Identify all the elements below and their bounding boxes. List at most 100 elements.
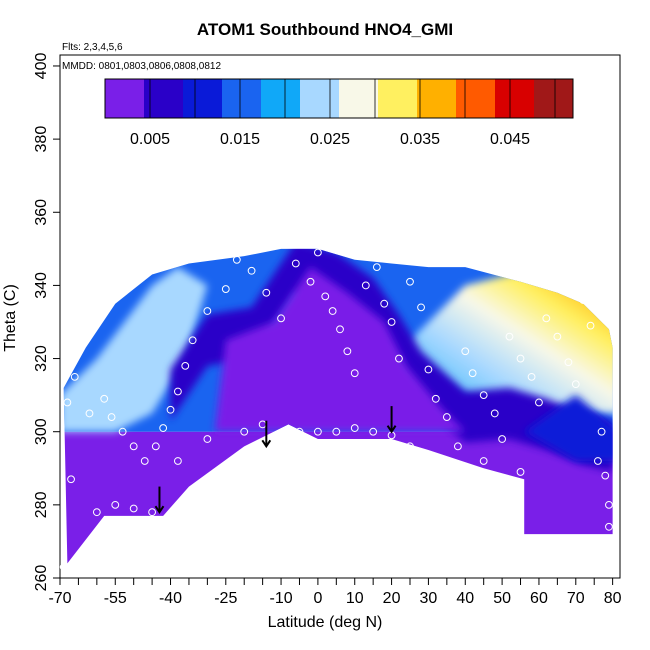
observation-marker [63, 398, 72, 407]
observation-marker [553, 332, 562, 341]
observation-marker [188, 336, 197, 345]
x-tick-label: 10 [346, 590, 364, 607]
plot-frame [59, 54, 621, 579]
observation-marker [350, 369, 359, 378]
observation-marker [295, 427, 304, 436]
observation-marker [406, 277, 414, 286]
colorbar-swatch [183, 79, 223, 118]
x-tick-label: 80 [604, 590, 622, 607]
observation-marker [148, 508, 157, 517]
arrow-head [154, 505, 165, 514]
x-tick-label: -10 [269, 590, 292, 607]
observation-marker [232, 255, 241, 264]
observation-marker [159, 424, 168, 432]
observation-marker [361, 281, 370, 290]
observation-marker [151, 442, 160, 451]
colorbar-label: 0.045 [490, 131, 530, 148]
field-dark-right [524, 395, 613, 461]
colorbar-swatch [495, 79, 535, 118]
observation-marker [166, 405, 175, 414]
observation-marker [291, 259, 300, 268]
y-tick-label: 260 [33, 565, 50, 592]
x-tick-label: 30 [420, 590, 438, 607]
observation-marker [129, 504, 138, 513]
observation-marker [328, 307, 337, 315]
observation-marker [431, 394, 440, 403]
observation-marker [181, 361, 190, 370]
observation-marker [479, 457, 488, 465]
observation-marker [262, 288, 271, 297]
observation-marker [313, 427, 322, 436]
observation-marker [442, 413, 451, 421]
field-core-trough [170, 248, 613, 472]
y-tick-label: 320 [33, 345, 50, 372]
observation-marker [173, 457, 182, 465]
observation-marker [387, 318, 396, 326]
colorbar-swatch [378, 79, 418, 118]
observation-marker [203, 307, 212, 315]
colorbar-swatch [222, 79, 262, 118]
observation-marker [100, 394, 109, 403]
y-tick-label: 380 [33, 126, 50, 153]
chart-title: ATOM1 Southbound HNO4_GMI [196, 20, 454, 39]
observation-marker [70, 372, 79, 381]
observation-marker [535, 398, 543, 407]
x-tick-label: 60 [530, 590, 548, 607]
observation-marker [586, 321, 595, 330]
observation-marker [542, 314, 551, 323]
colorbar-swatch [339, 79, 379, 118]
observation-marker [313, 248, 322, 257]
observation-marker [306, 277, 315, 286]
colorbar-frame [104, 78, 574, 119]
x-axis-title: Latitude (deg N) [267, 614, 383, 631]
observation-marker [601, 471, 610, 480]
observation-marker [336, 325, 344, 334]
observation-marker [240, 427, 249, 436]
y-tick-label: 300 [33, 418, 50, 445]
y-tick-label: 400 [33, 53, 50, 80]
observation-marker [516, 354, 525, 363]
arrow-head [261, 439, 272, 449]
colorbar-swatch [261, 79, 301, 118]
observation-marker [597, 427, 606, 436]
observation-marker [490, 409, 499, 418]
observation-marker [350, 424, 359, 432]
observation-marker [527, 372, 536, 381]
observation-marker [593, 457, 602, 465]
colorbar-swatch [456, 79, 496, 118]
observation-marker [129, 442, 138, 451]
observation-marker [107, 413, 116, 421]
observation-marker [571, 380, 580, 389]
observation-marker [605, 500, 613, 509]
observation-marker [516, 468, 525, 476]
observation-marker [343, 347, 352, 356]
colorbar-label: 0.005 [130, 131, 170, 148]
observation-marker [579, 296, 588, 304]
observation-marker [424, 365, 433, 374]
dates-note: MMDD: 0801,0803,0806,0808,0812 [62, 61, 222, 72]
colorbar-swatch [144, 79, 184, 118]
observation-marker [479, 391, 488, 400]
observation-marker [247, 266, 256, 275]
y-tick-label: 340 [33, 272, 50, 299]
observation-marker [468, 369, 477, 378]
observation-marker [372, 263, 381, 272]
observation-marker [380, 299, 389, 308]
observation-marker [605, 522, 613, 531]
y-tick-label: 280 [33, 491, 50, 518]
observation-marker [332, 427, 341, 436]
y-tick-label: 360 [33, 199, 50, 226]
field-purple-valley [214, 267, 466, 432]
colorbar-swatch [534, 79, 574, 118]
x-tick-label: -40 [159, 590, 182, 607]
observation-marker [406, 442, 414, 451]
x-tick-label: -25 [214, 590, 237, 607]
observation-markers [59, 248, 613, 571]
observation-marker [277, 314, 285, 323]
x-tick-label: 50 [493, 590, 511, 607]
observation-marker [67, 475, 75, 484]
observation-marker [564, 358, 573, 367]
observation-marker [321, 292, 330, 301]
observation-marker [417, 303, 425, 312]
